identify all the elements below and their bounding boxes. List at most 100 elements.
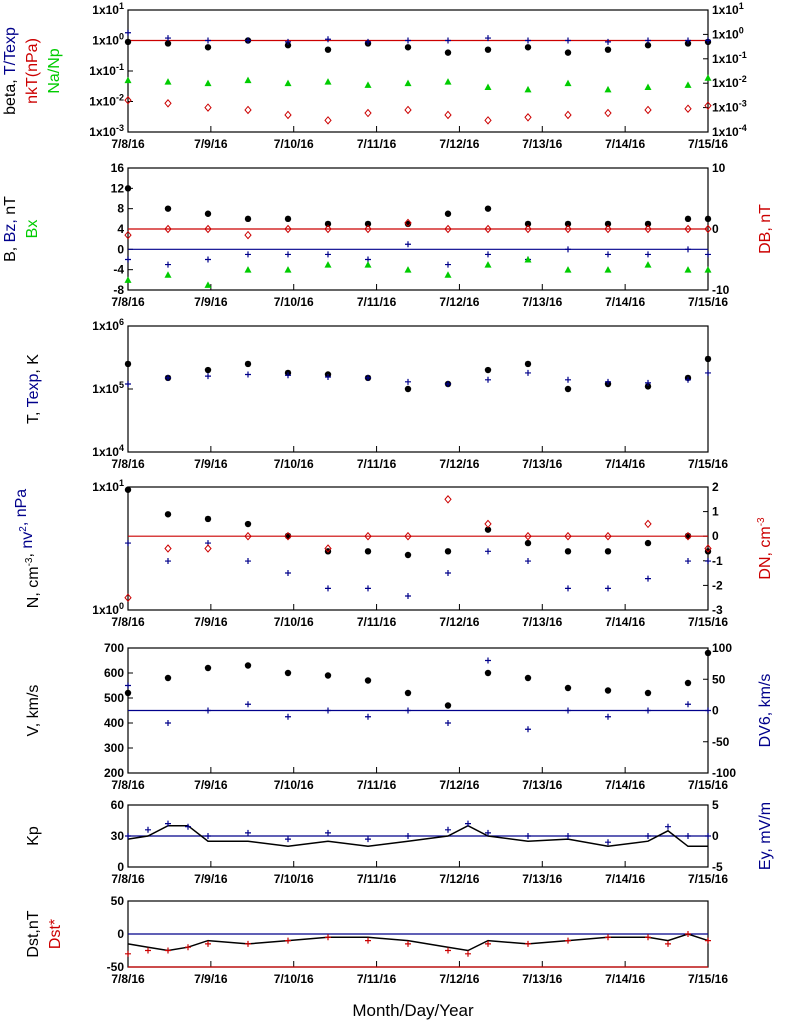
panel-1-series-1-point-0 — [125, 29, 131, 36]
panel-4-xtick-label-6: 7/14/16 — [605, 615, 645, 629]
panel-5-series-0-point-6 — [364, 677, 372, 684]
panel-4-series-2-point-0 — [124, 593, 132, 602]
panel-6: 7/8/16 7/9/16 7/10/16 7/11/16 7/12/16 7/13/16… — [25, 798, 774, 886]
panel-1-series-0-point-0 — [124, 38, 132, 46]
panel-2-series-1-point-7 — [405, 241, 411, 248]
panel-4-series-1 — [125, 540, 711, 599]
panel-2-xtick-label-2: 7/10/16 — [274, 295, 314, 309]
panel-1-ytick-left-0: 1x101 — [92, 1, 124, 17]
panel-1-series-1 — [125, 29, 711, 45]
panel-1-series-1-point-13 — [645, 37, 651, 44]
panel-4-series-2-point-10 — [524, 531, 532, 541]
panel-6-xtick-label-3: 7/11/16 — [357, 872, 397, 886]
panel-6-series-1 — [125, 820, 711, 846]
panel-2-series-2-point-9 — [484, 261, 492, 268]
panel-2-series-0-point-14 — [684, 215, 692, 223]
panel-2-series-1-point-8 — [445, 261, 451, 268]
panel-4-series-1-point-0 — [125, 540, 131, 547]
panel-1-xtick-label-4: 7/12/16 — [439, 137, 479, 151]
panel-5-series-0-point-0 — [124, 689, 132, 697]
panel-1-series-3-point-5 — [324, 116, 332, 125]
panel-6-series-1-point-13 — [525, 833, 531, 839]
panel-1-ylabel-left3: Na/Np — [46, 48, 63, 93]
panel-1-series-1-point-6 — [365, 38, 371, 45]
panel-2-series-2-point-15 — [704, 266, 712, 273]
panel-7-series-0 — [127, 933, 709, 952]
panel-1-ytick-left-1: 1x100 — [92, 32, 124, 48]
panel-1-series-3-point-15 — [704, 101, 712, 110]
panel-4-ylabel-right: DN, cm-3 — [756, 517, 774, 580]
panel-4-series-0-point-8 — [444, 548, 452, 555]
panel-7-ytick-left-2: -50 — [107, 960, 125, 974]
panel-4-xtick-label-0: 7/8/16 — [111, 615, 145, 629]
panel-1-series-2-point-9 — [484, 83, 492, 90]
panel-2-series-2-point-0 — [124, 276, 132, 283]
panel-2-series-2-point-6 — [364, 261, 372, 268]
panel-2-ylabel-left: B, Bz, nT — [2, 196, 19, 262]
panel-4-series-1-point-8 — [445, 569, 451, 576]
panel-5-xtick-label-6: 7/14/16 — [605, 778, 645, 792]
panel-2-series-1-point-15 — [705, 251, 711, 258]
panel-2-ytick-left-6: -8 — [113, 283, 124, 297]
panel-7-series-1-point-16 — [645, 934, 651, 941]
panel-4-series-2-point-5 — [324, 544, 332, 553]
panel-1-series-0-point-9 — [484, 46, 492, 53]
panel-6-xtick-label-0: 7/8/16 — [111, 872, 145, 886]
panel-2-series-1-point-12 — [605, 251, 611, 258]
panel-2-series-3-point-1 — [164, 224, 172, 234]
panel-3-xtick-label-6: 7/14/16 — [605, 457, 645, 471]
panel-6-series-1-point-6 — [285, 836, 291, 843]
panel-4-series-1-point-7 — [405, 592, 411, 599]
panel-2-series-1-point-11 — [565, 246, 571, 253]
panel-6-xtick-label-5: 7/13/16 — [522, 872, 562, 886]
panel-1-series-3-point-1 — [164, 99, 172, 108]
panel-2-ytick-left-0: 16 — [111, 161, 125, 175]
panel-3-ytick-left-2: 1x104 — [92, 443, 124, 459]
panel-6-series-1-point-11 — [465, 820, 471, 827]
panel-2-series-1-point-5 — [325, 251, 331, 258]
panel-3-frame — [127, 325, 709, 453]
panel-7-series-1-point-1 — [145, 947, 151, 954]
panel-2-series-0-point-2 — [204, 210, 212, 217]
panel-2-series-2-point-14 — [684, 266, 692, 273]
panel-2-xtick-label-1: 7/9/16 — [194, 295, 228, 309]
panel-7-series-1-point-10 — [445, 947, 451, 954]
panel-2-series-3-point-13 — [644, 224, 652, 234]
panel-5-series-0 — [124, 649, 712, 709]
panel-4-xtick-label-5: 7/13/16 — [522, 615, 562, 629]
panel-1-xtick-label-6: 7/14/16 — [605, 137, 645, 151]
panel-2-ytick-left-3: 4 — [117, 222, 124, 236]
panel-4-series-0-point-9 — [484, 526, 492, 533]
panel-1-series-1-point-10 — [525, 37, 531, 44]
panel-5-ytick-left-4: 300 — [104, 741, 124, 755]
panel-2-series-0-point-6 — [364, 220, 372, 228]
panel-1-series-2-point-1 — [164, 78, 172, 85]
panel-2-ytick-right-1: 0 — [712, 222, 719, 236]
panel-6-xtick-label-6: 7/14/16 — [605, 872, 645, 886]
panel-6-series-1-point-0 — [125, 833, 131, 839]
panel-4-ytick-left-0: 1x101 — [92, 478, 124, 494]
panel-1-series-1-point-8 — [445, 37, 451, 44]
panel-1-series-3-point-6 — [364, 108, 372, 118]
panel-1-series-0-point-7 — [404, 44, 412, 51]
panel-6-series-1-point-12 — [485, 829, 491, 836]
panel-1-series-1-point-14 — [685, 37, 691, 44]
panel-1-series-2-point-12 — [604, 85, 612, 93]
panel-3-series-0-point-13 — [644, 383, 652, 390]
panel-1-xtick-label-3: 7/11/16 — [357, 137, 397, 151]
panel-6-xtick-label-7: 7/15/16 — [688, 872, 728, 886]
panel-5-series-1-point-1 — [165, 720, 171, 726]
panel-5-series-1-point-12 — [605, 713, 611, 720]
panel-4-series-2-point-1 — [164, 544, 172, 553]
panel-4-ytick-left-1: 1x100 — [92, 601, 124, 617]
panel-7-series-1-point-18 — [685, 931, 691, 937]
panel-2-series-0-point-5 — [324, 220, 332, 228]
panel-4-ytick-right-0: 2 — [712, 480, 719, 494]
panel-2-series-0-point-12 — [604, 220, 612, 228]
panel-5-series-1-point-10 — [525, 726, 531, 733]
panel-2-series-2-point-10 — [524, 256, 532, 263]
panel-3-series-0-point-9 — [484, 366, 492, 374]
panel-1-series-1-point-11 — [565, 37, 571, 44]
x-axis-title: Month/Day/Year — [352, 1001, 474, 1020]
panel-3-series-0-point-15 — [704, 355, 712, 363]
